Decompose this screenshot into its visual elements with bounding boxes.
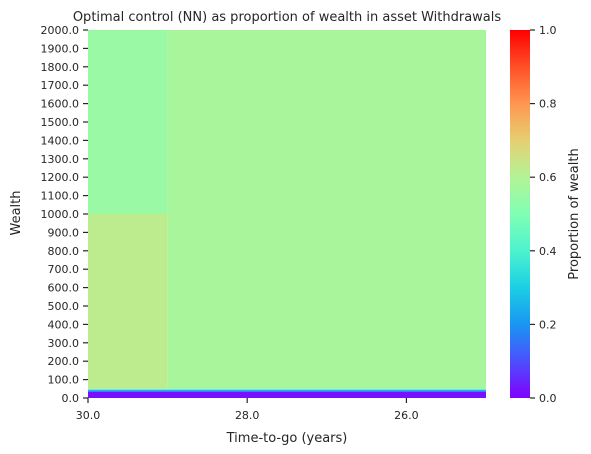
x-tick-label: 28.0 [235,409,260,422]
y-tick-label: 800.0 [48,245,80,258]
y-tick-label: 400.0 [48,318,80,331]
colorbar [510,30,530,398]
y-tick-label: 1200.0 [41,171,80,184]
y-tick-label: 600.0 [48,282,80,295]
y-tick-label: 1500.0 [41,116,80,129]
heatmap-cell-4 [88,30,168,214]
y-tick-label: 1800.0 [41,61,80,74]
y-tick-label: 300.0 [48,337,80,350]
x-tick-label: 26.0 [394,409,419,422]
y-tick-label: 2000.0 [41,24,80,37]
y-tick-label: 1300.0 [41,153,80,166]
heatmap-cell-5 [168,30,486,389]
heatmap-cell-2 [88,389,486,390]
chart-title: Optimal control (NN) as proportion of we… [73,10,502,25]
y-tick-label: 100.0 [48,374,80,387]
colorbar-tick-label: 0.4 [539,245,557,258]
y-tick-label: 1400.0 [41,134,80,147]
heatmap-cell-1 [88,390,486,392]
x-axis: 30.0 28.0 26.0 [76,398,419,422]
y-tick-label: 500.0 [48,300,80,313]
colorbar-tick-label: 0.2 [539,318,557,331]
y-axis-label: Wealth [9,190,24,235]
y-tick-label: 1700.0 [41,79,80,92]
colorbar-tick-label: 1.0 [539,24,557,37]
y-tick-label: 1000.0 [41,208,80,221]
y-tick-label: 700.0 [48,263,80,276]
y-tick-label: 900.0 [48,226,80,239]
y-tick-label: 1900.0 [41,42,80,55]
heatmap-cell-0 [88,392,486,398]
y-tick-label: 1600.0 [41,98,80,111]
y-tick-label: 1100.0 [41,190,80,203]
heatmap-cell-3 [88,214,168,389]
y-axis: 0.0 100.0 200.0 300.0 400.0 500.0 600.0 700.0 80… [41,24,89,405]
colorbar-tick-label: 0.8 [539,98,557,111]
x-tick-label: 30.0 [76,409,101,422]
y-tick-label: 0.0 [62,392,80,405]
colorbar-axis: 0.0 0.2 0.4 0.6 0.8 1.0 [530,24,557,405]
colorbar-tick-label: 0.6 [539,171,557,184]
x-axis-label: Time-to-go (years) [226,431,348,446]
colorbar-label: Proportion of wealth [567,148,582,279]
heatmap-cells [88,30,486,398]
y-tick-label: 200.0 [48,355,80,368]
colorbar-tick-label: 0.0 [539,392,557,405]
